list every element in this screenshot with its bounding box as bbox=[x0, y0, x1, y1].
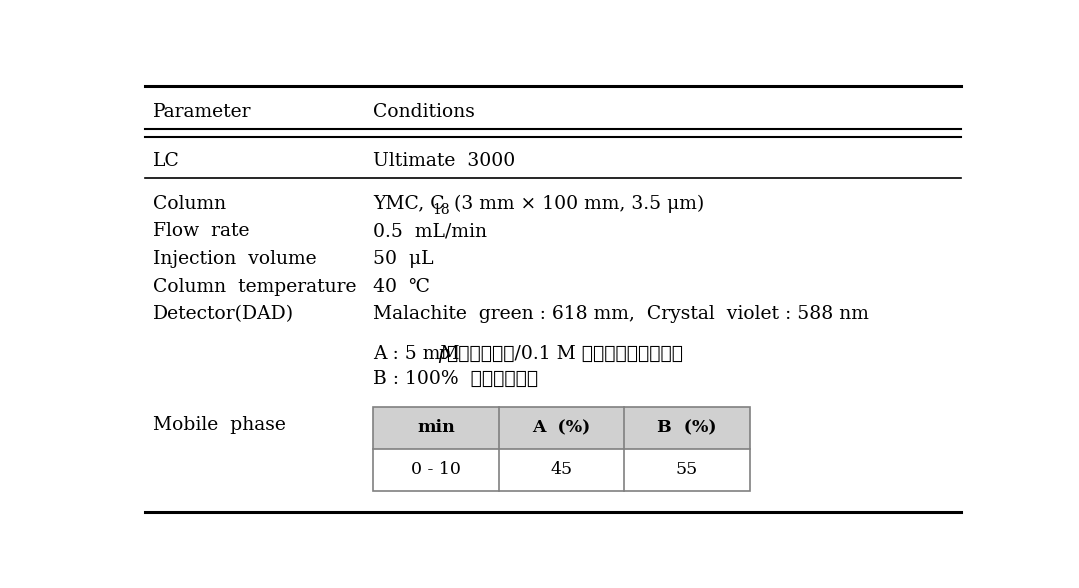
Text: 토루엔설폰산/0.1 M 초산암모늄완충용액: 토루엔설폰산/0.1 M 초산암모늄완충용액 bbox=[447, 345, 683, 363]
Text: Malachite  green : 618 mm,  Crystal  violet : 588 nm: Malachite green : 618 mm, Crystal violet… bbox=[373, 305, 869, 323]
Text: 0.5  mL/min: 0.5 mL/min bbox=[373, 222, 488, 240]
Text: LC: LC bbox=[153, 152, 180, 170]
Bar bbox=[373, 406, 750, 491]
Text: B  (%): B (%) bbox=[657, 419, 716, 436]
Bar bbox=[373, 406, 750, 449]
Text: Injection  volume: Injection volume bbox=[153, 250, 317, 268]
Text: Parameter: Parameter bbox=[153, 103, 251, 121]
Text: YMC, C: YMC, C bbox=[373, 195, 445, 213]
Text: Column: Column bbox=[153, 195, 227, 213]
Text: min: min bbox=[418, 419, 454, 436]
Text: Conditions: Conditions bbox=[373, 103, 475, 121]
Text: Ultimate  3000: Ultimate 3000 bbox=[373, 152, 516, 170]
Text: (3 mm × 100 mm, 3.5 μm): (3 mm × 100 mm, 3.5 μm) bbox=[449, 195, 705, 213]
Text: 40  ℃: 40 ℃ bbox=[373, 278, 431, 296]
Text: 50  μL: 50 μL bbox=[373, 250, 434, 268]
Text: Column  temperature: Column temperature bbox=[153, 278, 357, 296]
Text: 0 - 10: 0 - 10 bbox=[411, 461, 461, 478]
Text: Mobile  phase: Mobile phase bbox=[153, 416, 286, 433]
Text: A : 5 mM: A : 5 mM bbox=[373, 345, 466, 363]
Text: 55: 55 bbox=[675, 461, 698, 478]
Text: Detector(DAD): Detector(DAD) bbox=[153, 305, 295, 323]
Text: p: p bbox=[438, 345, 450, 363]
Text: 18: 18 bbox=[433, 202, 450, 216]
Text: 45: 45 bbox=[550, 461, 573, 478]
Text: A  (%): A (%) bbox=[532, 419, 590, 436]
Text: B : 100%  아세토니트릴: B : 100% 아세토니트릴 bbox=[373, 370, 538, 388]
Text: Flow  rate: Flow rate bbox=[153, 222, 249, 240]
